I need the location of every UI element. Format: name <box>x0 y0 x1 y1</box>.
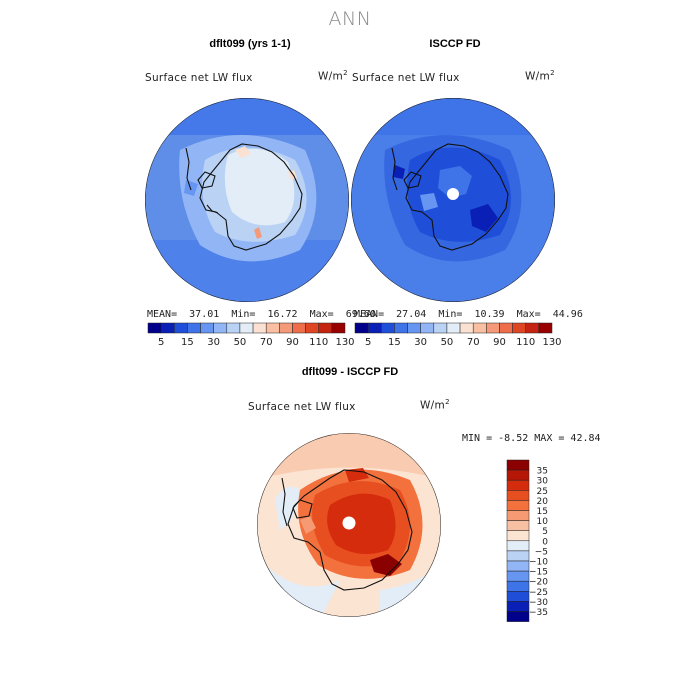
colorbar-tick-label: 70 <box>467 337 480 348</box>
colorbar-swatch <box>525 322 540 334</box>
colorbar-tick-label: 130 <box>542 337 561 348</box>
panel-3-variable: Surface net LW flux <box>248 401 356 413</box>
colorbar-swatch <box>226 322 241 334</box>
colorbar-swatch <box>512 322 526 334</box>
colorbar-tick-label: 5 <box>365 337 371 348</box>
colorbar-swatch <box>446 322 461 334</box>
colorbar-tick-label: 15 <box>388 337 401 348</box>
panel-2-units: W/m2 <box>525 69 555 83</box>
colorbar-model: 5 15 30 50 70 90 110 130 <box>147 322 355 348</box>
colorbar-tick-label: 130 <box>335 337 354 348</box>
colorbar-swatch <box>200 322 214 334</box>
colorbar-swatch <box>506 580 530 592</box>
colorbar-swatch <box>187 322 201 334</box>
colorbar-swatch <box>472 322 487 334</box>
panel-2-variable: Surface net LW flux <box>352 72 460 84</box>
colorbar-swatch <box>331 322 346 334</box>
colorbar-swatch <box>420 322 435 334</box>
panel-2-title: ISCCP FD <box>429 38 481 50</box>
colorbar-swatch <box>506 479 530 491</box>
colorbar-tick-label: 5 <box>158 337 164 348</box>
colorbar-tick-label: −15 <box>529 568 548 578</box>
colorbar-observed: 5 15 30 50 70 90 110 130 <box>354 322 562 348</box>
colorbar-tick-label: −30 <box>529 598 548 608</box>
colorbar-swatch <box>486 322 500 334</box>
colorbar-tick-label: 50 <box>234 337 247 348</box>
colorbar-tick-label: −10 <box>529 558 548 568</box>
panel-3-units: W/m2 <box>420 398 450 412</box>
panel-1-variable: Surface net LW flux <box>145 72 253 84</box>
colorbar-tick-label: 25 <box>537 487 548 497</box>
panel-1-units: W/m2 <box>318 69 348 83</box>
colorbar-swatch <box>305 322 319 334</box>
colorbar-swatch <box>213 322 228 334</box>
colorbar-swatch <box>292 322 306 334</box>
panel-1-stats: MEAN= 37.01 Min= 16.72 Max= 69.60 <box>147 309 376 320</box>
colorbar-swatch <box>499 322 513 334</box>
colorbar-swatch <box>506 469 530 481</box>
panel-3-stats: MIN = -8.52 MAX = 42.84 <box>462 433 601 444</box>
colorbar-tick-label: 90 <box>286 337 299 348</box>
colorbar-swatch <box>506 570 530 582</box>
colorbar-swatch <box>381 322 395 334</box>
colorbar-swatch <box>174 322 188 334</box>
colorbar-swatch <box>506 459 530 471</box>
colorbar-swatch <box>506 601 530 612</box>
colorbar-swatch <box>459 322 474 334</box>
colorbar-tick-label: 35 <box>537 467 548 477</box>
colorbar-swatch <box>265 322 280 334</box>
colorbar-swatch <box>506 490 530 501</box>
colorbar-tick-label: 70 <box>260 337 273 348</box>
colorbar-swatch <box>279 322 293 334</box>
colorbar-swatch <box>367 322 382 334</box>
colorbar-swatch <box>407 322 421 334</box>
colorbar-swatch <box>506 550 530 562</box>
colorbar-swatch <box>252 322 267 334</box>
colorbar-swatch <box>433 322 448 334</box>
colorbar-swatch <box>506 510 530 521</box>
colorbar-tick-label: −25 <box>529 588 548 598</box>
figure-title: ANN <box>328 8 372 30</box>
colorbar-swatch <box>147 322 162 334</box>
colorbar-tick-label: 50 <box>441 337 454 348</box>
colorbar-tick-label: 90 <box>493 337 506 348</box>
colorbar-swatch <box>354 322 369 334</box>
panel-2-stats: MEAN= 27.04 Min= 10.39 Max= 44.96 <box>354 309 583 320</box>
colorbar-swatch <box>506 560 530 572</box>
colorbar-tick-label: 10 <box>537 517 549 527</box>
colorbar-swatch <box>506 611 530 622</box>
colorbar-swatch <box>506 540 530 552</box>
colorbar-tick-label: 0 <box>542 537 548 547</box>
colorbar-swatch <box>506 500 530 511</box>
colorbar-tick-label: 15 <box>537 507 548 517</box>
panel-1-title: dflt099 (yrs 1-1) <box>209 38 291 50</box>
colorbar-swatch <box>538 322 553 334</box>
colorbar-tick-label: 30 <box>414 337 427 348</box>
colorbar-tick-label: 20 <box>537 497 549 507</box>
colorbar-swatch <box>506 530 530 542</box>
colorbar-tick-label: 5 <box>542 527 548 537</box>
colorbar-tick-label: 110 <box>309 337 328 348</box>
colorbar-tick-label: −35 <box>529 608 548 618</box>
colorbar-tick-label: −5 <box>535 547 548 557</box>
colorbar-swatch <box>506 591 530 602</box>
colorbar-tick-label: −20 <box>529 578 548 588</box>
panel-3-title: dflt099 - ISCCP FD <box>301 366 399 378</box>
map-difference <box>257 433 441 617</box>
map-observed <box>351 98 555 302</box>
colorbar-swatch <box>506 520 530 531</box>
colorbar-tick-label: 30 <box>207 337 220 348</box>
colorbar-tick-label: 15 <box>181 337 194 348</box>
colorbar-tick-label: 110 <box>516 337 535 348</box>
colorbar-swatch <box>160 322 175 334</box>
colorbar-swatch <box>318 322 333 334</box>
colorbar-tick-label: 30 <box>537 477 549 487</box>
map-model <box>145 98 349 302</box>
colorbar-swatch <box>239 322 254 334</box>
colorbar-swatch <box>394 322 408 334</box>
